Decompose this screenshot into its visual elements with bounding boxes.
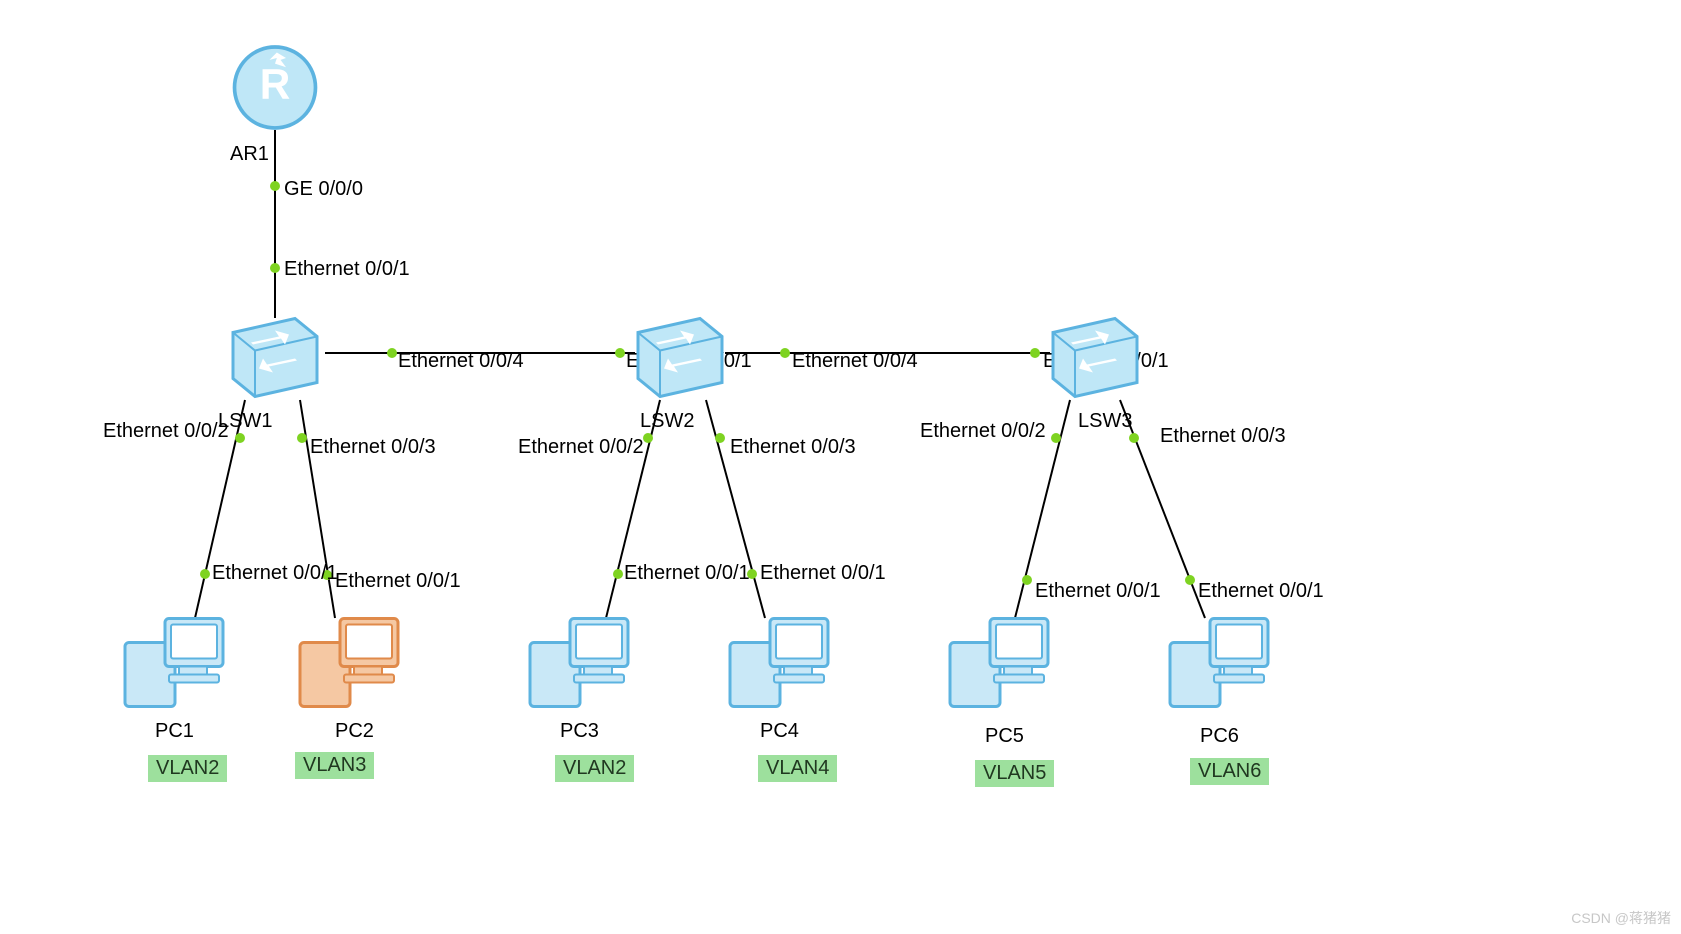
port-dot [1129, 433, 1139, 443]
vlan-badge: VLAN2 [555, 755, 634, 782]
pc-icon[interactable] [1166, 613, 1274, 718]
port-dot [1030, 348, 1040, 358]
port-label: Ethernet 0/0/2 [920, 420, 1046, 443]
pc-label: PC2 [335, 720, 374, 743]
vlan-badge: VLAN4 [758, 755, 837, 782]
port-dot [1051, 433, 1061, 443]
pc-label: PC6 [1200, 725, 1239, 748]
port-dot [1022, 575, 1032, 585]
port-label: Ethernet 0/0/4 [792, 350, 918, 373]
switch-icon[interactable] [225, 313, 325, 404]
switch-icon[interactable] [1045, 313, 1145, 404]
pc-label: PC1 [155, 720, 194, 743]
port-dot [1185, 575, 1195, 585]
port-label: Ethernet 0/0/3 [730, 436, 856, 459]
port-label: Ethernet 0/0/1 [624, 562, 750, 585]
switch-label: LSW3 [1078, 410, 1132, 433]
vlan-badge: VLAN6 [1190, 758, 1269, 785]
port-dot [200, 569, 210, 579]
port-label: Ethernet 0/0/1 [760, 562, 886, 585]
watermark: CSDN @蒋猪猪 [1571, 908, 1671, 928]
router-icon[interactable]: R [229, 42, 321, 139]
port-dot [715, 433, 725, 443]
port-label: Ethernet 0/0/1 [284, 258, 410, 281]
link-line [706, 400, 765, 618]
port-dot [643, 433, 653, 443]
port-dot [235, 433, 245, 443]
port-dot [270, 263, 280, 273]
switch-label: LSW1 [218, 410, 272, 433]
link-line [300, 400, 335, 618]
port-label: Ethernet 0/0/2 [103, 420, 229, 443]
pc-label: PC4 [760, 720, 799, 743]
port-label: Ethernet 0/0/1 [1035, 580, 1161, 603]
port-label: Ethernet 0/0/3 [1160, 425, 1286, 448]
pc-label: PC3 [560, 720, 599, 743]
switch-label: LSW2 [640, 410, 694, 433]
router-label: AR1 [230, 143, 269, 166]
pc-icon[interactable] [121, 613, 229, 718]
port-dot [780, 348, 790, 358]
vlan-badge: VLAN5 [975, 760, 1054, 787]
port-label: Ethernet 0/0/2 [518, 436, 644, 459]
port-dot [615, 348, 625, 358]
pc-icon[interactable] [726, 613, 834, 718]
svg-text:R: R [260, 61, 291, 108]
port-dot [270, 181, 280, 191]
port-label: Ethernet 0/0/1 [212, 562, 338, 585]
port-label: Ethernet 0/0/3 [310, 436, 436, 459]
port-label: Ethernet 0/0/1 [335, 570, 461, 593]
pc-icon[interactable] [296, 613, 404, 718]
port-dot [613, 569, 623, 579]
vlan-badge: VLAN3 [295, 752, 374, 779]
port-dot [297, 433, 307, 443]
pc-icon[interactable] [946, 613, 1054, 718]
port-label: Ethernet 0/0/4 [398, 350, 524, 373]
pc-icon[interactable] [526, 613, 634, 718]
port-label: GE 0/0/0 [284, 178, 363, 201]
vlan-badge: VLAN2 [148, 755, 227, 782]
port-label: Ethernet 0/0/1 [1198, 580, 1324, 603]
pc-label: PC5 [985, 725, 1024, 748]
switch-icon[interactable] [630, 313, 730, 404]
port-dot [387, 348, 397, 358]
